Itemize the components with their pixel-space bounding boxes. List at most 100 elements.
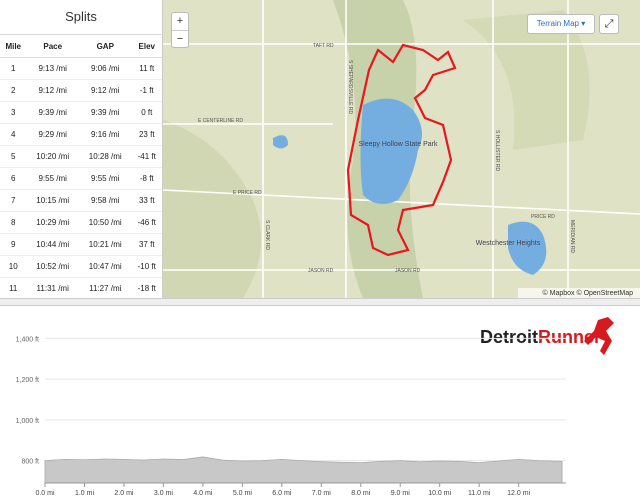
split-cell: 6 [0, 167, 27, 190]
zoom-in[interactable]: + [172, 13, 188, 31]
split-row: 6 9:55 /mi 9:55 /mi -8 ft [0, 167, 162, 190]
attribution[interactable]: © Mapbox © OpenStreetMap [543, 289, 634, 297]
road-labels: TAFT RD E CENTERLINE RD E PRICE RD PRICE… [198, 43, 575, 274]
resize-divider[interactable] [0, 298, 640, 306]
split-cell: 5 [0, 145, 27, 168]
y-tick-label: 1,200 ft [16, 377, 39, 384]
column-header: Pace [26, 35, 79, 58]
map[interactable]: TAFT RD E CENTERLINE RD E PRICE RD PRICE… [163, 0, 640, 298]
logo-text: DetroitRunner [480, 327, 601, 347]
x-tick-label: 9.0 mi [391, 490, 411, 497]
split-cell: 37 ft [131, 233, 162, 256]
split-row: 5 10:20 /mi 10:28 /mi -41 ft [0, 145, 162, 168]
lake [508, 221, 547, 275]
split-cell: 7 [0, 189, 27, 212]
split-row: 2 9:12 /mi 9:12 /mi -1 ft [0, 79, 162, 102]
split-cell: 2 [0, 79, 27, 102]
x-tick-label: 5.0 mi [233, 490, 253, 497]
split-row: 11 11:31 /mi 11:27 /mi -18 ft [0, 277, 162, 298]
road-label: S CLARK RD [264, 220, 270, 250]
split-cell: 3 [0, 101, 27, 124]
split-cell: 11:27 /mi [78, 277, 132, 298]
split-cell: -41 ft [131, 145, 162, 168]
split-cell: 9:13 /mi [26, 57, 79, 80]
split-cell: -10 ft [131, 255, 162, 278]
x-tick-label: 6.0 mi [272, 490, 292, 497]
y-tick-label: 1,000 ft [16, 418, 39, 425]
split-row: 8 10:29 /mi 10:50 /mi -46 ft [0, 211, 162, 234]
x-tick-label: 2.0 mi [114, 490, 134, 497]
split-row: 10 10:52 /mi 10:47 /mi -10 ft [0, 255, 162, 278]
map-type: Terrain Map [536, 19, 579, 28]
splits-title: Splits [0, 0, 162, 35]
split-cell: 11 ft [131, 57, 162, 80]
elevation-chart: DetroitRunner 800 ft 1,000 ft 1,200 ft 1,40… [16, 317, 614, 497]
split-cell: 9:06 /mi [78, 57, 132, 80]
column-header: GAP [78, 35, 132, 58]
split-cell: 9:12 /mi [78, 79, 132, 102]
terrain-hills [163, 120, 261, 298]
logo-runner [584, 317, 614, 355]
split-cell: 33 ft [131, 189, 162, 212]
roads [163, 0, 640, 298]
road-label: E PRICE RD [233, 190, 262, 196]
split-row: 9 10:44 /mi 10:21 /mi 37 ft [0, 233, 162, 256]
split-cell: 10:47 /mi [78, 255, 132, 278]
pond [273, 135, 288, 149]
split-cell: 10:50 /mi [78, 211, 132, 234]
x-tick-label: 10.0 mi [428, 490, 451, 497]
road-label: E CENTERLINE RD [198, 118, 243, 124]
road-label: TAFT RD [313, 43, 334, 49]
x-tick-label: 0.0 mi [35, 490, 55, 497]
split-cell: -18 ft [131, 277, 162, 298]
split-cell: 23 ft [131, 123, 162, 146]
lake [360, 98, 422, 204]
column-header: Elev [131, 35, 162, 58]
split-row: 3 9:39 /mi 9:39 /mi 0 ft [0, 101, 162, 124]
column-header: Mile [0, 35, 27, 58]
x-tick-label: 8.0 mi [351, 490, 371, 497]
split-cell: 4 [0, 123, 27, 146]
split-cell: 9:55 /mi [26, 167, 79, 190]
map-type-dropdown[interactable]: Terrain Map ▾ [527, 14, 595, 34]
split-cell: 9:55 /mi [78, 167, 132, 190]
y-tick-label: 800 ft [21, 459, 39, 466]
splits-panel: Splits Mile Pace GAP Elev 1 9:13 /mi 9:06 /mi 1… [0, 0, 163, 298]
town-label: Westchester Heights [476, 240, 541, 247]
x-tick-label: 4.0 mi [193, 490, 213, 497]
split-cell: -1 ft [131, 79, 162, 102]
split-cell: 9:58 /mi [78, 189, 132, 212]
road-label: S HOLLISTER RD [494, 130, 500, 172]
split-cell: 10:29 /mi [26, 211, 79, 234]
park-label: Sleepy Hollow State Park [359, 141, 438, 148]
x-tick-label: 11.0 mi [468, 490, 491, 497]
x-tick-label: 12.0 mi [507, 490, 530, 497]
split-row: 1 9:13 /mi 9:06 /mi 11 ft [0, 57, 162, 80]
header-row: Mile Pace GAP Elev [0, 35, 162, 58]
split-cell: 10:52 /mi [26, 255, 79, 278]
x-tick-label: 7.0 mi [312, 490, 332, 497]
split-row: 4 9:29 /mi 9:16 /mi 23 ft [0, 123, 162, 146]
fullscreen-button[interactable]: ⤢ [599, 14, 619, 34]
road-label: JASON RD [308, 268, 334, 274]
split-cell: -8 ft [131, 167, 162, 190]
split-cell: 10:20 /mi [26, 145, 79, 168]
terrain-hills [463, 10, 590, 150]
split-cell: 0 ft [131, 101, 162, 124]
split-cell: 10:21 /mi [78, 233, 132, 256]
split-cell: 9:39 /mi [26, 101, 79, 124]
logo-part: Detroit [480, 327, 538, 347]
split-cell: 11 [0, 277, 27, 298]
attribution-bg [518, 288, 640, 298]
zoom-control: + − [171, 12, 189, 48]
split-cell: 9 [0, 233, 27, 256]
split-cell: 10:28 /mi [78, 145, 132, 168]
splits-table: Mile Pace GAP Elev 1 9:13 /mi 9:06 /mi 11 ft 2 9:… [0, 35, 162, 298]
map-canvas: TAFT RD E CENTERLINE RD E PRICE RD PRICE… [163, 0, 640, 298]
split-cell: 10 [0, 255, 27, 278]
zoom-out[interactable]: − [176, 33, 184, 45]
split-row: 7 10:15 /mi 9:58 /mi 33 ft [0, 189, 162, 212]
y-tick-label: 1,400 ft [16, 336, 39, 343]
split-cell: 10:15 /mi [26, 189, 79, 212]
split-cell: 9:39 /mi [78, 101, 132, 124]
